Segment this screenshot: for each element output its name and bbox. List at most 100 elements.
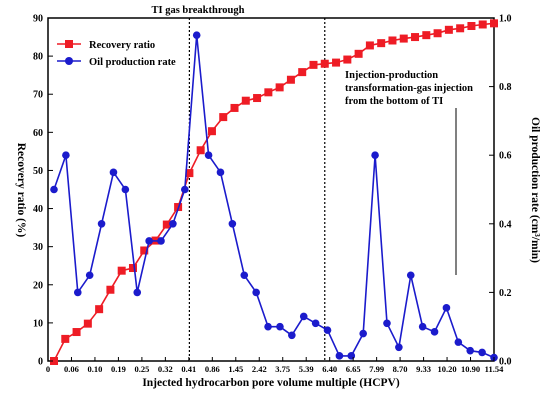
recovery-point	[433, 29, 442, 38]
recovery-point	[83, 319, 92, 328]
oil-rate-point	[204, 151, 213, 159]
oil-rate-point	[85, 271, 94, 280]
right-tick-label: 0.4	[499, 219, 512, 230]
x-tick-label: 10.90	[461, 364, 480, 374]
oil-rate-point	[50, 185, 58, 194]
recovery-point	[411, 33, 420, 42]
recovery-point	[117, 266, 126, 275]
oil-rate-point	[216, 168, 225, 177]
x-tick-label: 7.99	[369, 364, 384, 374]
left-tick-label: 20	[33, 280, 43, 291]
recovery-point	[140, 246, 149, 255]
legend-label-recovery: Recovery ratio	[89, 40, 155, 51]
oil-rate-point	[109, 168, 118, 177]
oil-rate-point	[169, 220, 177, 228]
oil-rate-point	[466, 346, 475, 355]
oil-rate-point	[228, 220, 237, 228]
left-tick-label: 60	[33, 128, 43, 139]
x-tick-label: 0.10	[88, 364, 103, 374]
recovery-point	[219, 113, 228, 122]
recovery-point	[309, 60, 318, 69]
x-tick-label: 0	[46, 364, 50, 374]
recovery-point	[456, 24, 465, 33]
x-tick-label: 0.25	[134, 364, 149, 374]
oil-rate-point	[264, 322, 272, 331]
oil-rate-point	[121, 185, 130, 194]
recovery-point	[478, 20, 487, 29]
oil-rate-point	[430, 328, 439, 336]
x-tick-label: 0.32	[158, 364, 173, 374]
oil-rate-point	[442, 304, 451, 312]
left-tick-label: 50	[33, 166, 43, 177]
annotation-injection-line1: Injection-production	[345, 70, 438, 81]
x-tick-label: 3.75	[275, 364, 290, 374]
recovery-point	[444, 25, 453, 34]
annotation-breakthrough: TI gas breakthrough	[152, 5, 245, 16]
left-tick-label: 90	[33, 14, 43, 25]
oil-rate-point	[311, 319, 320, 328]
left-tick-label: 40	[33, 204, 43, 215]
x-tick-label: 8.70	[393, 364, 408, 374]
recovery-point	[196, 146, 205, 155]
x-tick-label: 0.41	[181, 364, 196, 374]
oil-rate-point	[335, 352, 344, 360]
oil-rate-point	[406, 271, 415, 280]
oil-rate-point	[395, 343, 403, 352]
left-axis-title: Recovery ratio (%)	[15, 143, 27, 238]
x-tick-label: 0.86	[205, 364, 220, 374]
x-tick-label: 1.45	[228, 364, 243, 374]
oil-rate-point	[418, 322, 427, 331]
annotation-injection-line3: from the bottom of TI	[345, 96, 443, 107]
recovery-point	[72, 328, 81, 337]
x-tick-label: 6.65	[346, 364, 361, 374]
plot-frame	[47, 17, 495, 362]
oil-rate-point	[371, 151, 379, 159]
oil-rate-point	[240, 271, 249, 280]
recovery-point	[207, 127, 216, 136]
oil-rate-point	[145, 237, 153, 245]
recovery-point	[490, 19, 498, 28]
recovery-point	[162, 220, 171, 229]
recovery-point	[354, 49, 363, 58]
recovery-point	[264, 88, 273, 97]
x-tick-label: 9.33	[416, 364, 431, 374]
right-tick-label: 0.0	[499, 357, 512, 368]
recovery-point	[241, 96, 250, 105]
recovery-point	[422, 31, 431, 40]
oil-rate-point	[288, 331, 296, 340]
recovery-point	[365, 41, 374, 50]
right-tick-label: 1.0	[499, 14, 512, 25]
oil-rate-point	[192, 31, 201, 39]
oil-rate-point	[73, 288, 82, 297]
x-axis-title: Injected hydrocarbon pore volume multipl…	[142, 377, 400, 389]
oil-rate-point	[383, 319, 391, 328]
right-tick-label: 0.6	[499, 151, 512, 162]
legend-marker-recovery	[65, 40, 73, 48]
vertical-lines	[188, 18, 457, 361]
x-tick-label: 6.40	[322, 364, 337, 374]
right-tick-label: 0.8	[499, 82, 512, 93]
left-tick-label: 30	[33, 242, 43, 253]
oil-rate-point	[252, 288, 260, 297]
recovery-point	[230, 103, 239, 112]
x-tick-label: 11.54	[485, 364, 504, 374]
series-line-0	[53, 22, 495, 362]
recovery-point	[50, 357, 58, 365]
recovery-point	[399, 34, 408, 43]
oil-rate-point	[478, 348, 486, 357]
recovery-point	[343, 55, 352, 64]
oil-rate-point	[347, 352, 356, 360]
left-tick-label: 80	[33, 52, 43, 63]
series-line-1	[53, 35, 495, 359]
recovery-point	[128, 264, 137, 273]
oil-rate-point	[359, 329, 367, 338]
right-axis-title: Oil production rate (cm³/min)	[529, 117, 541, 263]
oil-rate-point	[323, 326, 332, 334]
x-tick-label: 0.19	[111, 364, 126, 374]
recovery-point	[377, 39, 386, 48]
oil-rate-point	[97, 220, 106, 228]
legend-label-oil: Oil production rate	[89, 57, 176, 68]
recovery-point	[298, 68, 307, 77]
oil-rate-point	[133, 288, 142, 297]
